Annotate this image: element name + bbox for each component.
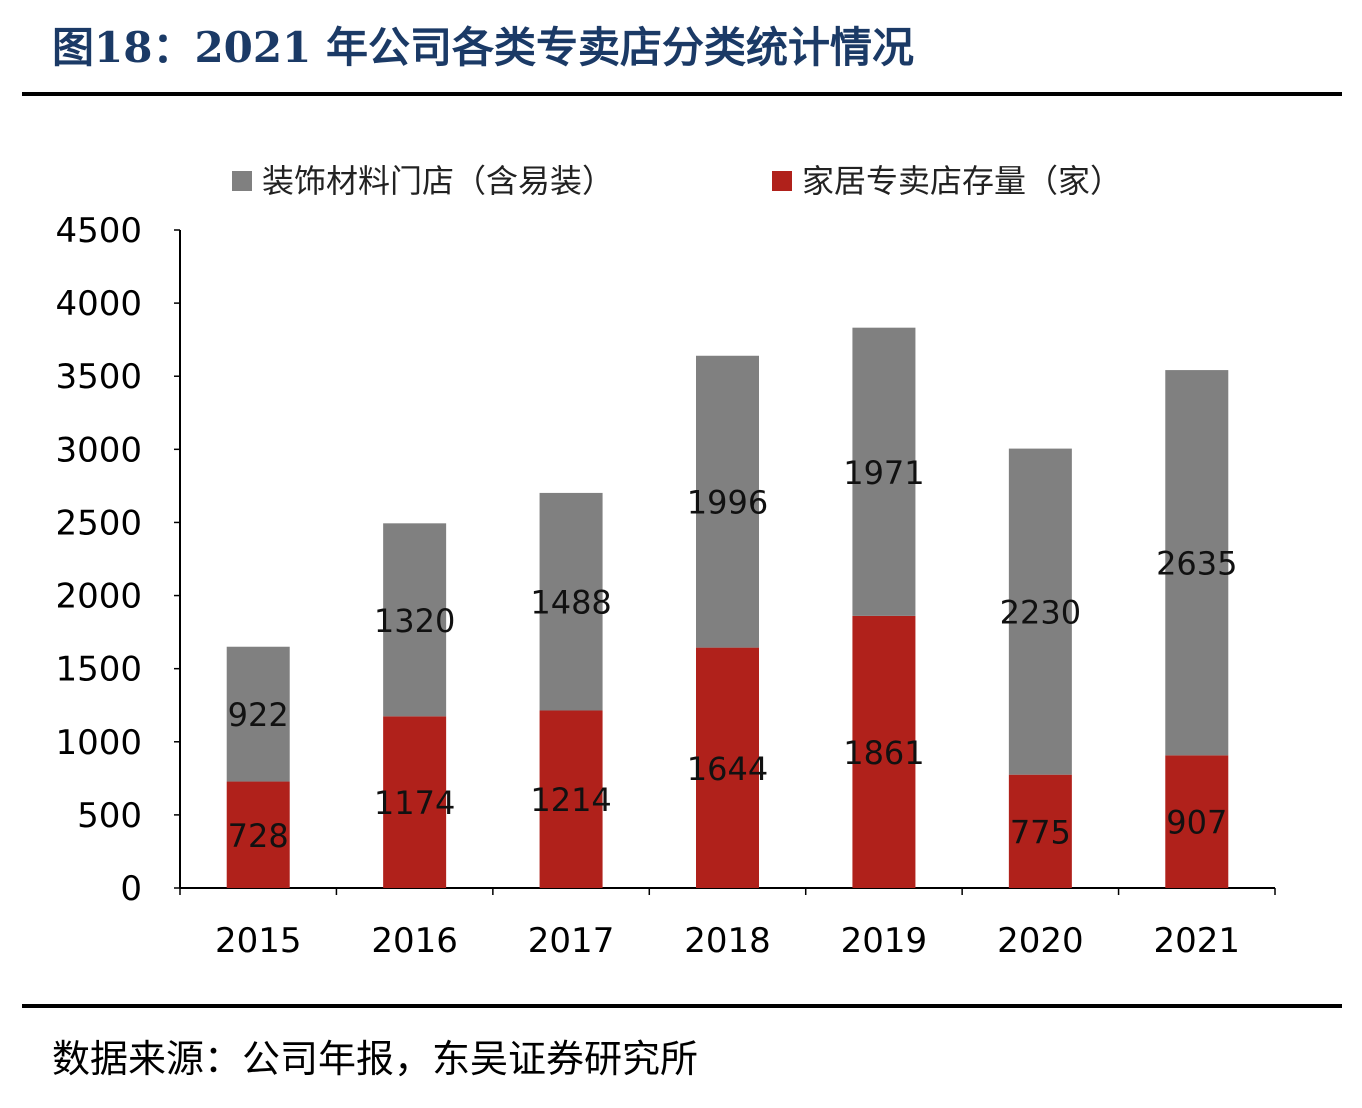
bar-segment-decor-store (852, 327, 916, 616)
bar-segment-decor-store (226, 646, 290, 782)
y-tick-label: 1000 (55, 723, 142, 763)
x-tick-label: 2020 (997, 921, 1084, 961)
data-label: 907 (1166, 804, 1227, 842)
x-tick-label: 2015 (215, 921, 302, 961)
bar-segment-decor-store (1008, 448, 1072, 775)
data-label: 922 (228, 696, 289, 734)
bar-segment-home-store (226, 781, 290, 888)
x-tick-label: 2016 (371, 921, 458, 961)
bar-segment-decor-store (539, 492, 603, 711)
data-label: 2635 (1156, 545, 1237, 583)
y-tick-label: 4500 (55, 211, 142, 251)
y-tick-label: 3500 (55, 357, 142, 397)
top-rule (22, 92, 1342, 96)
data-label: 1996 (687, 484, 768, 522)
legend-label: 家居专卖店存量（家） (802, 162, 1122, 200)
bar-segment-decor-store (696, 355, 759, 648)
x-tick-label: 2017 (528, 921, 615, 961)
data-label: 1971 (843, 454, 924, 492)
data-label: 1861 (843, 734, 924, 772)
figure-title: 图18：2021 年公司各类专卖店分类统计情况 (52, 23, 914, 72)
y-tick-label: 3000 (55, 430, 142, 470)
x-tick-label: 2019 (841, 921, 928, 961)
source-note: 数据来源：公司年报，东吴证券研究所 (52, 1037, 699, 1081)
y-tick-label: 0 (120, 869, 142, 909)
bar-segment-home-store (383, 716, 447, 888)
x-tick-label: 2021 (1154, 921, 1241, 961)
data-label: 1644 (687, 750, 768, 788)
bar-segment-home-store (1008, 774, 1072, 888)
data-label: 1488 (530, 584, 611, 622)
y-tick-label: 500 (77, 796, 142, 836)
y-tick-label: 1500 (55, 650, 142, 690)
legend-swatch (232, 171, 252, 191)
bottom-rule (22, 1004, 1342, 1008)
bar-segment-decor-store (1165, 370, 1229, 756)
y-tick-label: 2000 (55, 577, 142, 617)
bar-segment-home-store (539, 710, 603, 888)
data-label: 728 (228, 817, 289, 855)
data-label: 1214 (530, 781, 611, 819)
data-label: 775 (1010, 813, 1071, 851)
legend-swatch (772, 171, 792, 191)
data-label: 1320 (374, 602, 455, 640)
x-tick-label: 2018 (684, 921, 771, 961)
legend-label: 装饰材料门店（含易装） (262, 162, 614, 200)
data-label: 1174 (374, 784, 455, 822)
bar-segment-home-store (852, 615, 916, 888)
bar-segment-home-store (696, 647, 759, 888)
y-tick-label: 4000 (55, 284, 142, 324)
bar-segment-home-store (1165, 755, 1229, 888)
bar-segment-decor-store (383, 523, 447, 717)
y-tick-label: 2500 (55, 503, 142, 543)
data-label: 2230 (1000, 594, 1081, 632)
